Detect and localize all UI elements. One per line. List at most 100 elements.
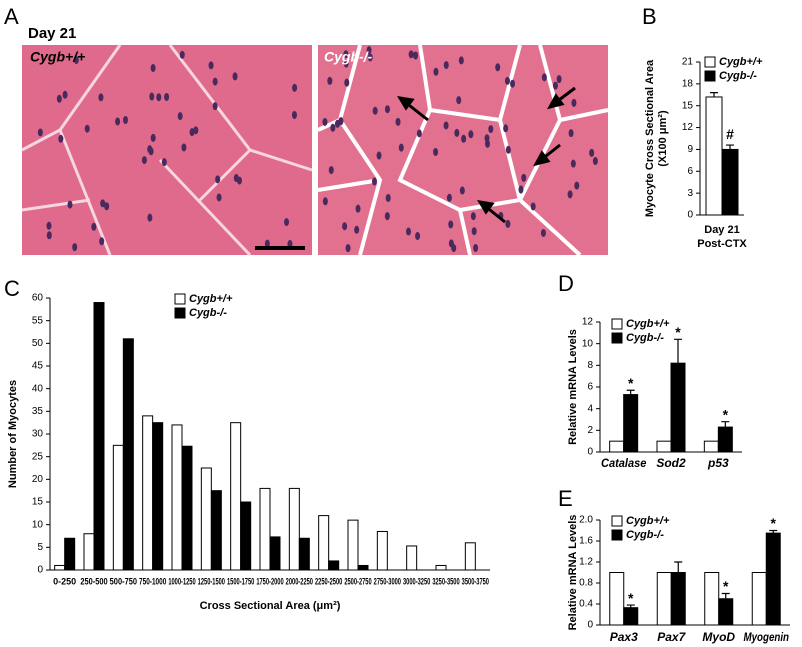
x-tick-label: Sod2 (656, 456, 686, 470)
bar (142, 415, 154, 571)
nucleus (344, 78, 350, 87)
nucleus (366, 46, 372, 55)
bar (83, 533, 95, 571)
nucleus (521, 173, 527, 182)
x-tick-label: p53 (707, 456, 729, 470)
nucleus (37, 128, 43, 137)
nucleus (287, 239, 293, 248)
nucleus (147, 145, 153, 154)
nucleus (104, 202, 110, 211)
bar (288, 487, 300, 571)
nucleus (73, 56, 79, 65)
bar (210, 490, 222, 571)
bar (200, 467, 212, 571)
nucleus (552, 81, 558, 90)
y-tick-label: 0 (687, 210, 693, 221)
nucleus (505, 145, 511, 154)
nucleus (322, 197, 328, 206)
significance-mark: * (675, 324, 681, 340)
nucleus (416, 129, 422, 138)
nucleus (150, 133, 156, 142)
bar (318, 515, 330, 571)
nucleus (456, 96, 462, 105)
nucleus (84, 124, 90, 133)
x-tick-label: 2750-3000 (374, 576, 401, 586)
nucleus (343, 50, 349, 59)
histology-image (22, 45, 312, 255)
nucleus (181, 143, 187, 152)
panel-label: D (558, 271, 574, 296)
y-tick-label: 55 (32, 315, 44, 326)
nucleus (322, 117, 328, 126)
significance-mark: * (628, 375, 634, 391)
x-tick-label: 1750-2000 (256, 576, 283, 586)
y-tick-label: 2.0 (579, 515, 593, 526)
x-tick-label: 0-250 (53, 576, 76, 586)
nucleus (212, 77, 218, 86)
image-title: Day 21 (28, 25, 76, 42)
x-tick-label: 2000-2250 (286, 576, 313, 586)
nucleus (376, 151, 382, 160)
arrowhead (533, 150, 551, 167)
y-tick-label: 8 (587, 360, 593, 371)
x-axis-label: Post-CTX (697, 238, 747, 250)
y-tick-label: 10 (582, 338, 594, 349)
y-tick-label: 10 (32, 519, 44, 530)
nucleus (571, 98, 577, 107)
panel-label: A (4, 4, 19, 29)
legend-label: Cygb-/- (719, 70, 757, 82)
y-tick-label: 40 (32, 383, 44, 394)
error-bar (710, 92, 718, 97)
nucleus (212, 102, 218, 111)
y-axis-label: Number of Myocytes (7, 380, 19, 488)
nucleus (408, 50, 414, 59)
nucleus (56, 94, 62, 103)
nucleus (530, 202, 536, 211)
bar (54, 564, 66, 571)
x-tick-label: 1500-1750 (227, 576, 254, 586)
nucleus (62, 90, 68, 99)
x-tick-label: Catalase (601, 456, 647, 470)
nucleus (327, 76, 333, 85)
bar (376, 530, 388, 571)
x-tick-label: Pax3 (610, 630, 638, 644)
bar (112, 444, 124, 571)
nucleus (208, 61, 214, 70)
nucleus (72, 243, 78, 252)
x-tick-label: 3500-3750 (462, 576, 489, 586)
arrowhead (477, 199, 495, 215)
x-tick-label: 2250-2500 (315, 576, 342, 586)
nucleus (345, 244, 351, 253)
nucleus (67, 200, 73, 209)
nucleus (149, 92, 155, 101)
error-bar (721, 421, 730, 428)
bar (656, 440, 672, 453)
error-bar (626, 389, 635, 395)
nucleus (459, 186, 465, 195)
nucleus (443, 61, 449, 70)
bar (357, 564, 369, 571)
nucleus (510, 79, 516, 88)
nucleus (216, 193, 222, 202)
y-tick-label: 12 (582, 317, 594, 328)
bar (152, 422, 164, 571)
nucleus (415, 232, 421, 241)
legend-swatch (174, 307, 186, 319)
nucleus (495, 63, 501, 72)
x-tick-label: MyoD (702, 630, 735, 644)
y-tick-label: 35 (32, 406, 44, 417)
bar (328, 560, 340, 571)
significance-mark: * (771, 515, 777, 531)
legend-swatch (611, 332, 623, 344)
panel-label: C (4, 276, 20, 301)
bar (64, 537, 76, 571)
bar (718, 598, 734, 626)
nucleus (177, 112, 183, 121)
nucleus (355, 204, 361, 213)
bar (670, 362, 686, 453)
bar (240, 501, 252, 571)
nucleus (384, 212, 390, 221)
panel-label: E (558, 486, 573, 511)
panel-label: B (642, 4, 657, 29)
bar (609, 572, 625, 626)
